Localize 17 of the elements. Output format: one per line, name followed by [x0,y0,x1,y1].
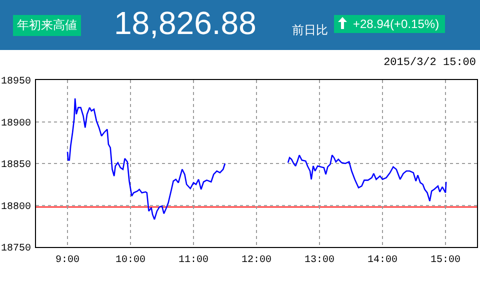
x-tick-label: 11:00 [178,255,209,266]
chart-title: 18,826.88 [114,5,256,42]
y-tick-label: 18850 [0,160,31,171]
y-tick-label: 18950 [0,76,31,88]
x-tick-label: 14:00 [367,255,398,266]
x-tick-label: 12:00 [241,255,272,266]
y-tick-label: 18900 [0,118,31,130]
text: 2015/3/2 15:00 [384,57,476,69]
y-tick-label: 18750 [0,244,31,254]
y-tick-label: 18800 [0,202,31,213]
text: 年初来高値 [13,15,81,36]
text: 前日比 [292,22,328,39]
x-tick-label: 13:00 [304,255,335,266]
text: +28.94(+0.15%) [353,17,440,31]
x-tick-label: 15:00 [430,255,461,266]
x-tick-label: 10:00 [115,255,146,266]
x-tick-label: 9:00 [55,255,80,266]
